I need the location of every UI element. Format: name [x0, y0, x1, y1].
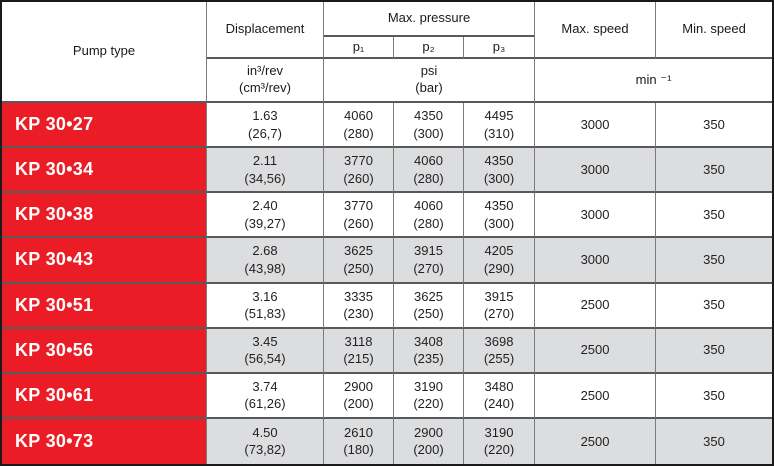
table-row: KP 30•73 4.50 (73,82) 2610 (180) 2900 (2… — [2, 418, 773, 464]
pump-type-cell: KP 30•38 — [2, 193, 207, 239]
header-max-pressure: Max. pressure — [324, 2, 536, 37]
header-p3: p₃ — [464, 37, 536, 59]
min-speed-cell: 350 — [656, 328, 773, 374]
table-header: Pump type Displacement Max. pressure Max… — [2, 2, 773, 103]
p2-cell: 3408 (235) — [394, 328, 464, 374]
p2-cell: 3625 (250) — [394, 283, 464, 329]
min-speed-cell: 350 — [656, 148, 773, 194]
displacement-cell: 3.16 (51,83) — [207, 283, 324, 329]
pump-type-cell: KP 30•56 — [2, 328, 207, 374]
header-min-speed: Min. speed — [656, 2, 773, 59]
min-speed-cell: 350 — [656, 373, 773, 419]
pump-type-cell: KP 30•61 — [2, 373, 207, 419]
p2-cell: 3915 (270) — [394, 238, 464, 284]
table-row: KP 30•51 3.16 (51,83) 3335 (230) 3625 (2… — [2, 283, 773, 329]
min-speed-cell: 350 — [656, 418, 773, 464]
p1-cell: 3625 (250) — [324, 238, 394, 284]
header-p2: p₂ — [394, 37, 464, 59]
unit-displacement: in³/rev (cm³/rev) — [207, 59, 324, 103]
p1-cell: 2900 (200) — [324, 373, 394, 419]
p3-cell: 4350 (300) — [464, 193, 536, 239]
displacement-cell: 2.40 (39,27) — [207, 193, 324, 239]
p1-cell: 3335 (230) — [324, 283, 394, 329]
pump-type-cell: KP 30•43 — [2, 238, 207, 284]
p1-cell: 3770 (260) — [324, 148, 394, 194]
p2-cell: 2900 (200) — [394, 418, 464, 464]
pump-type-cell: KP 30•73 — [2, 418, 207, 464]
header-row-units: in³/rev (cm³/rev) psi (bar) min ⁻¹ — [2, 59, 773, 103]
min-speed-cell: 350 — [656, 283, 773, 329]
max-speed-cell: 3000 — [535, 193, 657, 239]
max-speed-cell: 2500 — [535, 373, 657, 419]
pump-type-cell: KP 30•34 — [2, 148, 207, 194]
unit-speed: min ⁻¹ — [535, 59, 773, 103]
p1-cell: 4060 (280) — [324, 103, 394, 149]
p2-cell: 3190 (220) — [394, 373, 464, 419]
pump-type-cell: KP 30•27 — [2, 103, 207, 149]
displacement-cell: 2.68 (43,98) — [207, 238, 324, 284]
header-pump-type: Pump type — [2, 2, 207, 103]
table-row: KP 30•38 2.40 (39,27) 3770 (260) 4060 (2… — [2, 193, 773, 239]
pump-type-cell: KP 30•51 — [2, 283, 207, 329]
p1-cell: 3770 (260) — [324, 193, 394, 239]
max-speed-cell: 2500 — [535, 328, 657, 374]
header-row-groups: Pump type Displacement Max. pressure Max… — [2, 2, 773, 103]
p3-cell: 4495 (310) — [464, 103, 536, 149]
p3-cell: 4205 (290) — [464, 238, 536, 284]
table-row: KP 30•27 1.63 (26,7) 4060 (280) 4350 (30… — [2, 103, 773, 149]
p3-cell: 3480 (240) — [464, 373, 536, 419]
displacement-cell: 2.11 (34,56) — [207, 148, 324, 194]
table-row: KP 30•43 2.68 (43,98) 3625 (250) 3915 (2… — [2, 238, 773, 284]
max-speed-cell: 3000 — [535, 238, 657, 284]
header-row-pressure-points: p₁ p₂ p₃ — [2, 37, 772, 59]
header-displacement: Displacement — [207, 2, 324, 59]
p1-cell: 2610 (180) — [324, 418, 394, 464]
table-body: KP 30•27 1.63 (26,7) 4060 (280) 4350 (30… — [2, 103, 773, 464]
p3-cell: 3190 (220) — [464, 418, 536, 464]
p1-cell: 3118 (215) — [324, 328, 394, 374]
displacement-cell: 4.50 (73,82) — [207, 418, 324, 464]
p2-cell: 4060 (280) — [394, 148, 464, 194]
header-p1: p₁ — [324, 37, 394, 59]
table-row: KP 30•34 2.11 (34,56) 3770 (260) 4060 (2… — [2, 148, 773, 194]
table-row: KP 30•56 3.45 (56,54) 3118 (215) 3408 (2… — [2, 328, 773, 374]
p2-cell: 4350 (300) — [394, 103, 464, 149]
min-speed-cell: 350 — [656, 193, 773, 239]
displacement-cell: 3.74 (61,26) — [207, 373, 324, 419]
max-speed-cell: 3000 — [535, 148, 657, 194]
header-max-speed: Max. speed — [535, 2, 657, 59]
table-row: KP 30•61 3.74 (61,26) 2900 (200) 3190 (2… — [2, 373, 773, 419]
displacement-cell: 1.63 (26,7) — [207, 103, 324, 149]
p3-cell: 3698 (255) — [464, 328, 536, 374]
p3-cell: 3915 (270) — [464, 283, 536, 329]
max-speed-cell: 2500 — [535, 418, 657, 464]
displacement-cell: 3.45 (56,54) — [207, 328, 324, 374]
min-speed-cell: 350 — [656, 238, 773, 284]
unit-pressure: psi (bar) — [324, 59, 536, 103]
min-speed-cell: 350 — [656, 103, 773, 149]
max-speed-cell: 2500 — [535, 283, 657, 329]
max-speed-cell: 3000 — [535, 103, 657, 149]
p3-cell: 4350 (300) — [464, 148, 536, 194]
p2-cell: 4060 (280) — [394, 193, 464, 239]
